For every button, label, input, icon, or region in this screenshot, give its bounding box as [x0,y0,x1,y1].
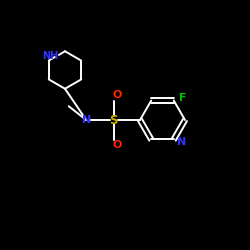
Text: S: S [110,114,118,126]
Text: N: N [82,115,91,125]
Text: O: O [113,90,122,100]
Text: NH: NH [42,51,58,61]
Text: N: N [177,137,186,147]
Text: O: O [113,140,122,150]
Text: F: F [179,93,186,103]
